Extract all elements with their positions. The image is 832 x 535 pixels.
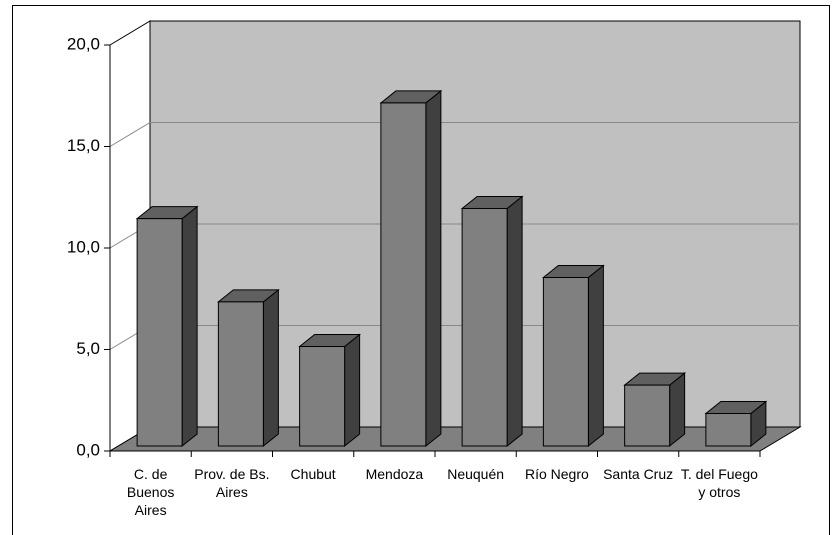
bar-side (181, 205, 198, 448)
chart-border (12, 5, 830, 535)
bar-side (262, 288, 279, 448)
bar-side (425, 89, 442, 448)
x-tick-label: Mendoza (365, 466, 424, 482)
x-tick-label: Prov. de Bs. Aires (194, 466, 270, 500)
bar (136, 218, 183, 447)
x-tick-label: C. de Buenos Aires (126, 466, 175, 518)
bar (217, 301, 264, 447)
bar (624, 384, 671, 447)
y-tick-label: 20,0 (67, 34, 100, 53)
bar-side (506, 195, 523, 448)
bar-side (669, 372, 686, 448)
bar-side (587, 264, 604, 448)
x-tick-label: Neuquén (447, 466, 505, 482)
bar-side (344, 333, 361, 448)
y-tick-label: 5,0 (76, 339, 100, 358)
bar (299, 346, 346, 447)
x-tick-label: Río Negro (524, 466, 589, 482)
floor (108, 426, 802, 452)
y-tick-label: 0,0 (76, 440, 100, 459)
x-tick-label: T. del Fuego y otros (680, 466, 758, 500)
bar (461, 207, 508, 447)
bar (542, 277, 589, 447)
bar (705, 413, 752, 447)
grid-line (109, 122, 151, 147)
x-tick-label: Chubut (290, 466, 336, 482)
bar (380, 102, 427, 447)
y-tick-label: 15,0 (67, 136, 100, 155)
y-tick-label: 10,0 (67, 237, 100, 256)
x-tick-label: Santa Cruz (603, 466, 674, 482)
